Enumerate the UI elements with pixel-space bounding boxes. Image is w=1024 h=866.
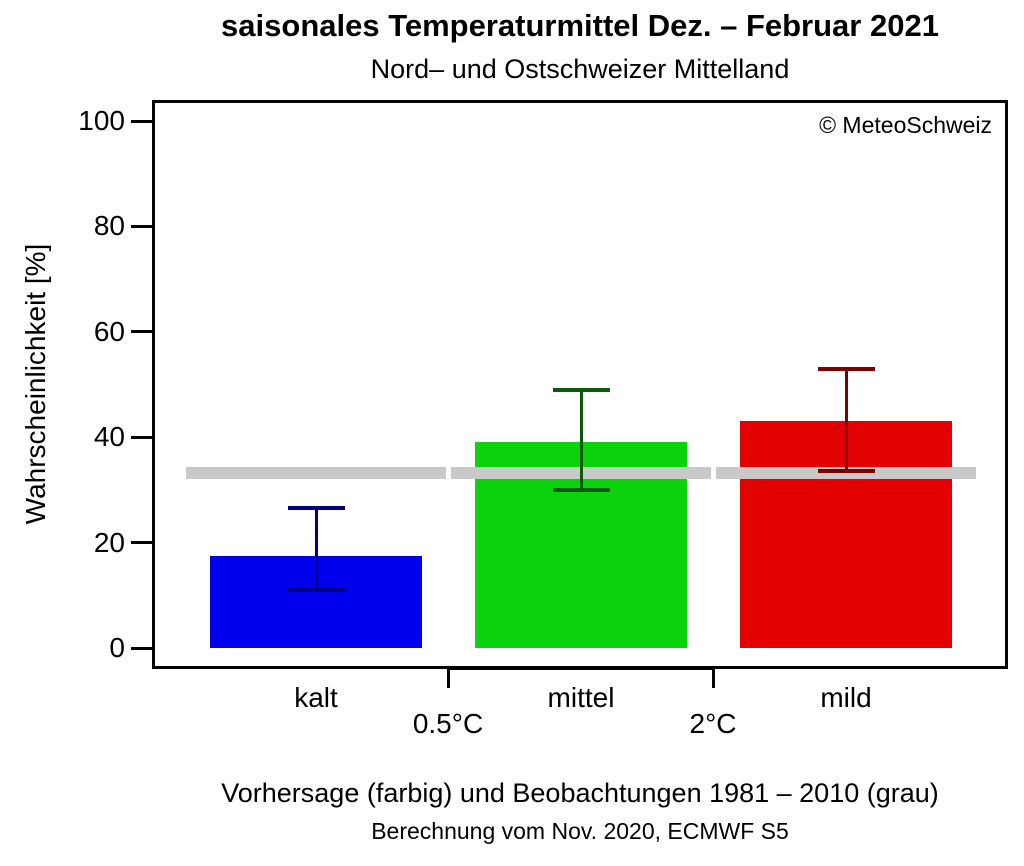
y-tick [131,541,152,545]
threshold-label-2°C: 2°C [689,708,737,739]
error-bar-kalt [314,508,318,591]
chart-subtitle: Nord– und Ostschweizer Mittelland [370,54,790,84]
chart-title: saisonales Temperaturmittel Dez. – Febru… [221,8,939,43]
category-label-mittel: mittel [547,682,615,713]
error-cap-bottom-mittel [552,487,610,492]
category-label-mild: mild [820,682,872,713]
copyright-label: © MeteoSchweiz [819,112,992,138]
y-axis-label: Wahrscheinlichkeit [%] [20,243,51,525]
threshold-label-0.5°C: 0.5°C [412,708,484,739]
y-tick [131,224,152,228]
y-tick-label: 80 [93,210,125,242]
x-tick-2°C [711,668,715,688]
y-tick-label: 20 [93,526,125,558]
x-tick-0.5°C [446,668,450,688]
error-cap-bottom-kalt [287,588,345,593]
caption-computation-info: Berechnung vom Nov. 2020, ECMWF S5 [371,818,789,844]
y-tick [131,646,152,650]
y-tick-label: 0 [109,632,125,663]
error-cap-top-mittel [552,387,610,392]
x-axis-segment [448,666,713,670]
error-bar-mild [844,368,848,472]
y-tick-label: 40 [93,421,125,453]
y-tick [131,119,152,123]
error-cap-bottom-mild [817,469,875,474]
y-tick [131,330,152,334]
y-tick-label: 60 [93,315,125,347]
caption-forecast-observations: Vorhersage (farbig) und Beobachtungen 19… [221,778,939,808]
error-cap-top-kalt [287,506,345,511]
category-label-kalt: kalt [294,682,338,713]
y-tick [131,435,152,439]
error-cap-top-mild [817,366,875,371]
y-tick-label: 100 [78,105,125,136]
reference-band-kalt [186,466,446,479]
error-bar-mittel [579,389,583,490]
